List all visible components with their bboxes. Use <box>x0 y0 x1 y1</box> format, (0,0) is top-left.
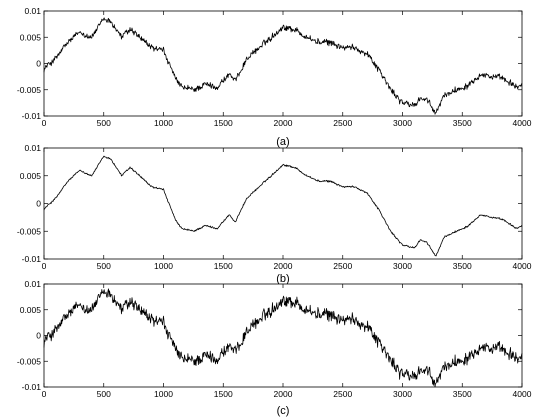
x-tick-label: 3000 <box>393 389 412 399</box>
x-tick-label: 500 <box>97 261 111 271</box>
x-tick-labels: 0 500 1000 1500 2000 2500 3000 3500 4000 <box>42 389 532 399</box>
x-tick-label: 4000 <box>513 261 532 271</box>
x-tick-label: 2000 <box>274 389 293 399</box>
panel-c: -0.01 -0.005 0 0.005 0.01 0 500 1000 1500 2000 25… <box>17 279 532 417</box>
y-tick-label: 0 <box>36 59 41 69</box>
x-tick-label: 2000 <box>274 261 293 271</box>
panel-a: -0.01 -0.005 0 0.005 0.01 0 500 1000 1500 2000 25… <box>17 6 532 148</box>
x-tick-label: 3000 <box>393 261 412 271</box>
x-tick-label: 500 <box>97 389 111 399</box>
y-tick-label: -0.005 <box>17 226 41 236</box>
x-tick-label: 1000 <box>154 118 173 128</box>
x-tick-label: 4000 <box>513 389 532 399</box>
x-tick-label: 0 <box>42 261 47 271</box>
x-tick-label: 3500 <box>453 261 472 271</box>
x-tick-labels: 0 500 1000 1500 2000 2500 3000 3500 4000 <box>42 118 532 128</box>
x-tick-label: 1500 <box>214 118 233 128</box>
x-tick-label: 500 <box>97 118 111 128</box>
panel-caption: (c) <box>277 405 290 417</box>
y-tick-label: -0.005 <box>17 85 41 95</box>
axis-ticks <box>43 147 523 260</box>
x-tick-label: 3500 <box>453 389 472 399</box>
x-tick-label: 1000 <box>154 389 173 399</box>
x-tick-label: 0 <box>42 118 47 128</box>
panel-b: -0.01 -0.005 0 0.005 0.01 0 500 1000 1500 2000 25… <box>17 143 532 285</box>
x-tick-label: 4000 <box>513 118 532 128</box>
x-tick-label: 2500 <box>333 261 352 271</box>
y-tick-label: 0 <box>36 199 41 209</box>
x-tick-label: 2500 <box>333 118 352 128</box>
y-tick-label: -0.01 <box>22 111 42 121</box>
y-tick-label: 0.01 <box>24 6 41 16</box>
y-tick-label: -0.005 <box>17 356 41 366</box>
y-tick-labels: -0.01 -0.005 0 0.005 0.01 <box>17 279 41 392</box>
x-tick-labels: 0 500 1000 1500 2000 2500 3000 3500 4000 <box>42 261 532 271</box>
x-tick-label: 1500 <box>214 261 233 271</box>
x-tick-label: 2000 <box>274 118 293 128</box>
y-tick-labels: -0.01 -0.005 0 0.005 0.01 <box>17 143 41 264</box>
y-tick-label: 0.01 <box>24 279 41 289</box>
y-tick-label: -0.01 <box>22 382 42 392</box>
axis-ticks <box>43 10 523 117</box>
y-tick-label: 0.01 <box>24 143 41 153</box>
panel-caption: (a) <box>276 136 289 148</box>
y-tick-label: 0 <box>36 331 41 341</box>
series-line <box>43 288 523 388</box>
x-tick-label: 0 <box>42 389 47 399</box>
y-tick-labels: -0.01 -0.005 0 0.005 0.01 <box>17 6 41 121</box>
x-tick-label: 3500 <box>453 118 472 128</box>
x-tick-label: 3000 <box>393 118 412 128</box>
panel-caption: (b) <box>276 273 289 285</box>
series-line <box>43 17 523 115</box>
y-tick-label: 0.005 <box>20 305 42 315</box>
y-tick-label: 0.005 <box>20 171 42 181</box>
x-tick-label: 2500 <box>333 389 352 399</box>
y-tick-label: 0.005 <box>20 32 42 42</box>
x-tick-label: 1000 <box>154 261 173 271</box>
x-tick-label: 1500 <box>214 389 233 399</box>
axis-ticks <box>43 283 523 388</box>
series-line <box>43 155 523 257</box>
y-tick-label: -0.01 <box>22 254 42 264</box>
